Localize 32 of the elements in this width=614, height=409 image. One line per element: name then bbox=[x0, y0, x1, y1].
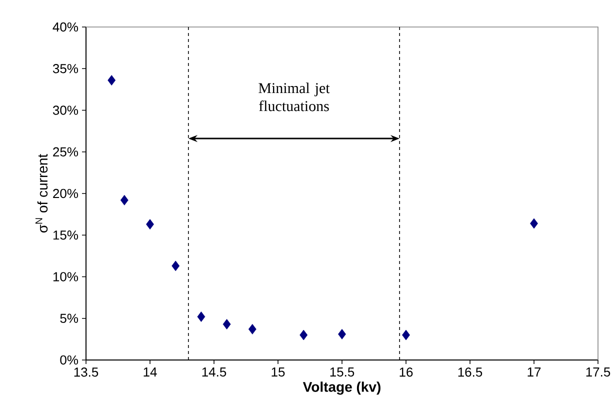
x-tick-label: 15 bbox=[272, 368, 285, 377]
point bbox=[146, 219, 154, 230]
x-tick-label: 15.5 bbox=[330, 368, 354, 377]
x-tick-label: 14.5 bbox=[202, 368, 226, 377]
point bbox=[108, 75, 116, 86]
y-tick-label: 15% bbox=[53, 230, 78, 240]
x-tick-label: 16.5 bbox=[458, 368, 482, 377]
point bbox=[248, 324, 256, 334]
point bbox=[120, 194, 128, 206]
y-tick-label: 30% bbox=[52, 106, 78, 115]
y-tick-label: 20% bbox=[53, 188, 78, 198]
point bbox=[222, 318, 231, 330]
x-tick-label: 17.5 bbox=[586, 368, 610, 377]
x-tick-label: 16 bbox=[400, 368, 413, 377]
x-tick-label: 17 bbox=[528, 368, 541, 376]
point bbox=[300, 330, 308, 340]
point bbox=[530, 218, 538, 229]
y-tick-label: 0% bbox=[60, 355, 78, 365]
x-axis-title: Voltage (kv) bbox=[302, 382, 380, 395]
annotation: Minimal jet fluctuations bbox=[258, 82, 330, 112]
y-tick-label: 40% bbox=[52, 22, 78, 32]
x-tick-label: 14 bbox=[144, 368, 157, 376]
point bbox=[172, 260, 180, 272]
y-tick-label: 5% bbox=[60, 314, 78, 323]
point bbox=[197, 311, 206, 322]
point bbox=[402, 330, 410, 340]
y-tick-label: 25% bbox=[53, 147, 78, 156]
y-axis-title: σ$^{N}$ of current bbox=[35, 154, 48, 233]
y-tick-label: 10% bbox=[53, 272, 78, 282]
x-tick-label: 13.5 bbox=[74, 368, 98, 377]
point bbox=[338, 328, 346, 340]
y-tick-label: 35% bbox=[52, 64, 78, 74]
